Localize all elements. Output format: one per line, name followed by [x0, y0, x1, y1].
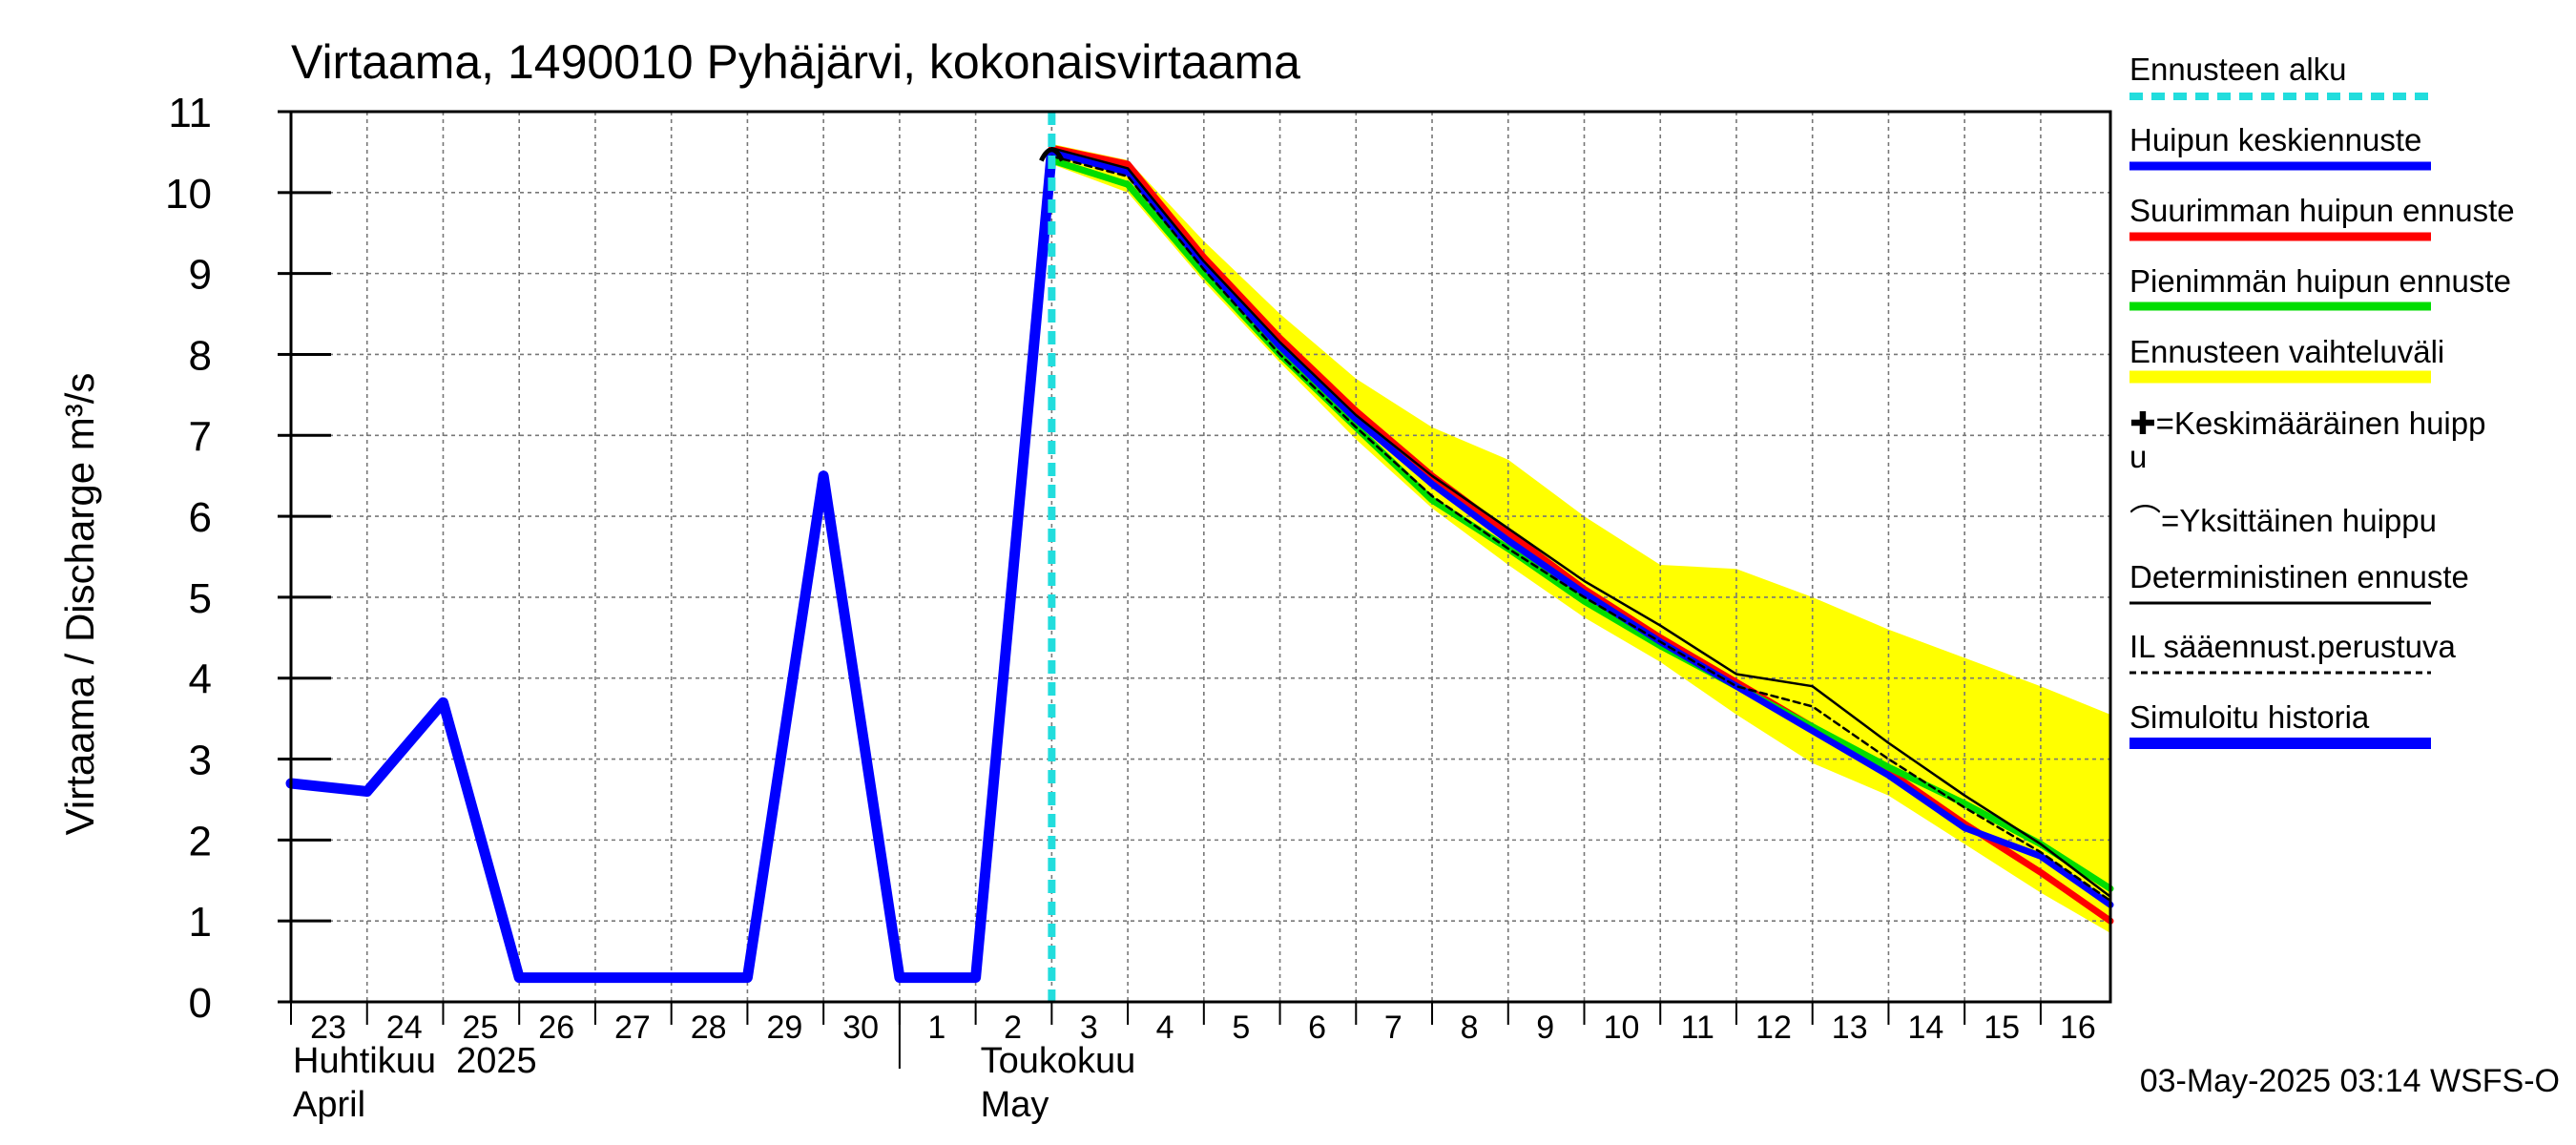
- legend-label: Simuloitu historia: [2129, 699, 2370, 735]
- x-tick-label: 8: [1461, 1010, 1479, 1046]
- x-tick-label: 27: [614, 1010, 651, 1046]
- y-tick-label: 7: [189, 413, 212, 460]
- forecast-range-band: [1051, 143, 2110, 933]
- y-tick-label: 0: [189, 980, 212, 1027]
- x-tick-label: 29: [766, 1010, 802, 1046]
- x-tick-label: 25: [463, 1010, 499, 1046]
- legend-label: ⌒=Yksittäinen huippu: [2129, 503, 2437, 538]
- y-tick-label: 4: [189, 656, 212, 703]
- x-tick-label: 13: [1832, 1010, 1868, 1046]
- month-label-fi: Huhtikuu 2025: [293, 1041, 537, 1081]
- forecast-range-band-layer: [1051, 143, 2110, 933]
- legend-label: Pienimmän huipun ennuste: [2129, 263, 2511, 299]
- x-tick-label: 9: [1536, 1010, 1554, 1046]
- y-tick-label: 10: [165, 171, 212, 218]
- x-tick-label: 11: [1681, 1010, 1714, 1046]
- y-tick-label: 8: [189, 332, 212, 379]
- x-tick-label: 24: [386, 1010, 423, 1046]
- x-tick-label: 28: [691, 1010, 727, 1046]
- x-tick-label: 12: [1755, 1010, 1792, 1046]
- month-label-en: April: [293, 1085, 365, 1125]
- legend-label: Deterministinen ennuste: [2129, 559, 2469, 594]
- x-tick-label: 3: [1080, 1010, 1098, 1046]
- series-line-0: [285, 146, 1057, 984]
- x-tick-label: 26: [538, 1010, 574, 1046]
- legend-label: ✚=Keskimääräinen huipp: [2129, 406, 2485, 441]
- chart-title: Virtaama, 1490010 Pyhäjärvi, kokonaisvir…: [291, 35, 1300, 89]
- x-tick-label: 1: [927, 1010, 945, 1046]
- y-tick-label: 11: [168, 90, 212, 136]
- plot-frame-layer: [289, 110, 2112, 1004]
- x-tick-label: 15: [1984, 1010, 2020, 1046]
- legend-label: Ennusteen alku: [2129, 52, 2347, 87]
- x-tick-label: 5: [1232, 1010, 1250, 1046]
- series-layer: [285, 112, 2114, 1002]
- month-label-en: May: [981, 1085, 1049, 1125]
- series-line-3: [1048, 148, 2114, 908]
- legend-label-continued: u: [2129, 439, 2147, 474]
- x-tick-label: 7: [1384, 1010, 1402, 1046]
- grid-layer: [291, 112, 2110, 1002]
- y-tick-label: 5: [189, 575, 212, 622]
- x-tick-label: 6: [1308, 1010, 1326, 1046]
- y-tick-label: 9: [189, 252, 212, 299]
- x-tick-label: 10: [1604, 1010, 1640, 1046]
- month-label-fi: Toukokuu: [981, 1041, 1136, 1081]
- legend: Ennusteen alku Huipun keskiennuste Suurimm…: [2129, 52, 2515, 749]
- x-tick-label: 14: [1908, 1010, 1944, 1046]
- y-tick-label: 2: [189, 818, 212, 864]
- y-tick-label: 3: [189, 738, 212, 784]
- y-axis-label: Virtaama / Discharge m³/s: [57, 373, 102, 836]
- x-tick-label: 16: [2060, 1010, 2096, 1046]
- legend-label: IL sääennust.perustuva: [2129, 629, 2456, 664]
- legend-label: Huipun keskiennuste: [2129, 122, 2421, 157]
- series-line-5: [1050, 155, 2112, 903]
- peak-marker: [1039, 147, 1065, 162]
- y-tick-label: 1: [189, 899, 212, 946]
- x-axis-ticks: 23 24 25 26 27 28 29 30 1 2 3 4 5 6 7 8 9 10 11 12 13 14 15 16: [290, 1002, 2096, 1046]
- y-tick-label: 6: [189, 494, 212, 541]
- footer-timestamp: 03-May-2025 03:14 WSFS-O: [2140, 1063, 2560, 1099]
- x-tick-label: 23: [310, 1010, 346, 1046]
- x-tick-label: 30: [842, 1010, 879, 1046]
- x-tick-label: 2: [1004, 1010, 1022, 1046]
- plot-frame: [289, 110, 2112, 1004]
- legend-label: Ennusteen vaihteluväli: [2129, 334, 2444, 369]
- legend-label: Suurimman huipun ennuste: [2129, 193, 2515, 228]
- y-axis-ticks: 0 1 2 3 4 5 6 7 8 9 10 11: [165, 90, 331, 1027]
- series-line-4: [1050, 146, 2112, 898]
- x-tick-label: 4: [1156, 1010, 1174, 1046]
